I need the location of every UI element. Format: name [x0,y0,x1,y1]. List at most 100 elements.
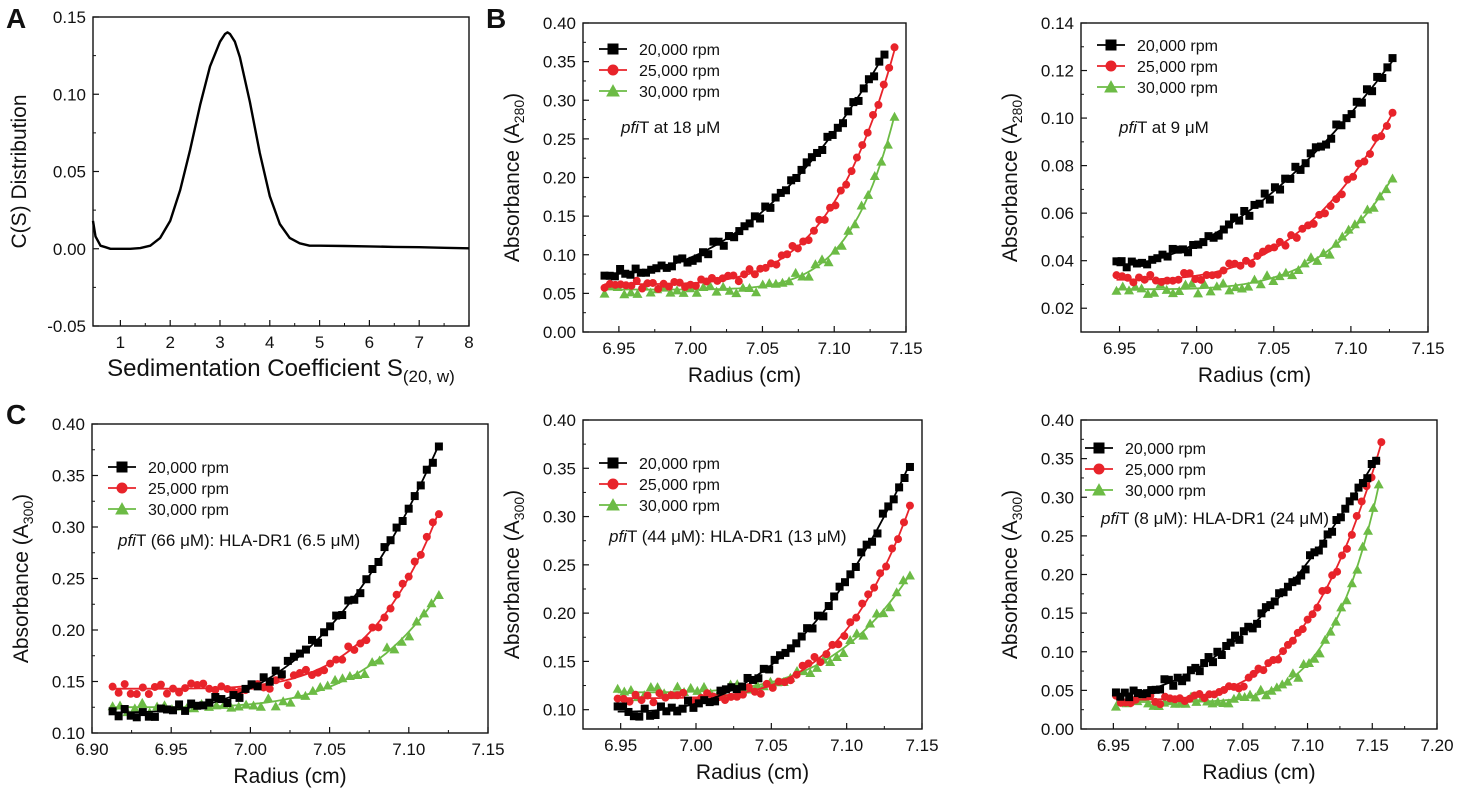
x-tick-label: 4 [265,333,274,352]
series-25-000-rpm-point [1365,149,1374,158]
series-20-000-rpm-point [673,255,682,264]
series-20-000-rpm-point [1112,257,1121,266]
series-25-000-rpm-point [876,569,885,578]
plot-frame [92,16,470,327]
series-30-000-rpm-point [851,628,862,638]
series-30-000-rpm-point [1299,258,1310,268]
series-30-000-rpm-point [315,682,326,692]
series-20-000-rpm-point [1301,565,1310,574]
y-tick-label: 0.35 [1041,450,1074,469]
series-20-000-rpm-point [807,153,816,162]
series-30-000-rpm-point [1243,281,1254,291]
series-30-000-rpm-point [691,287,702,297]
series-30-000-rpm-point [672,285,683,295]
series-30-000-rpm-point [878,608,889,618]
sample-annotation: pfiT at 9 μM [1118,118,1209,137]
series-25-000-rpm-point [654,284,663,293]
x-tick-label: 6.95 [1103,339,1136,358]
series-20-000-rpm-point [308,635,316,644]
series-25-000-rpm-point [1352,512,1361,521]
series-25-000-rpm-point [864,590,873,599]
series-20-000-rpm-point [642,268,651,277]
series-25-000-rpm-point [259,683,268,692]
chart-pfit-9um: 6.95 7.00 7.05 7.10 7.15 0.02 0.04 0.06 0.08 0.10… [999,14,1445,387]
series-25-000-rpm-point [667,691,676,700]
series-20-000-rpm-point [314,638,323,647]
series-25-000-rpm-point [1342,544,1351,553]
series-20-000-rpm-point [824,602,833,611]
legend-label: 25,000 rpm [148,481,229,498]
series-20-000-rpm-point [862,540,871,549]
series-25-000-rpm-point [1259,666,1268,675]
series-30-000-rpm-point [632,288,643,298]
series-20-000-rpm-point [709,237,718,246]
series-25-000-rpm-point [410,557,419,566]
series-20-000-rpm-point [1163,252,1172,261]
series-20-000-rpm-point [786,644,795,653]
series-30-000-rpm-point [1193,288,1204,298]
series-25-000-rpm-point [1281,241,1290,250]
series-20-000-rpm-point [1151,685,1160,694]
series-20-000-rpm-point [1158,250,1167,259]
series-20-000-rpm-point [1261,603,1270,612]
series-30-000-rpm-point [752,679,763,689]
series-25-000-rpm-point [750,270,759,279]
y-tick-label: 0.10 [543,246,576,265]
series-30-000-rpm-point [882,139,893,149]
series-25-000-rpm-point [638,284,647,293]
series-20-000-rpm-point [362,575,371,584]
series-30-000-rpm-point [292,689,303,699]
series-25-000-rpm-point [1308,610,1317,619]
series-30-000-rpm-point [699,681,710,691]
x-tick-label: 3 [215,333,224,352]
series-20-000-rpm-point [350,595,359,604]
series-20-000-rpm-point [667,262,676,271]
x-tick-label: 2 [165,333,174,352]
x-tick-label: 7.15 [1356,736,1389,755]
series-20-000-rpm-point [1213,647,1222,656]
series-30-000-rpm-point [263,693,274,703]
y-tick-label: 0.10 [1041,109,1074,128]
series-20-000-rpm-point [873,529,882,538]
series-20-000-rpm-point [864,75,873,84]
series-20-000-rpm-point [738,682,747,691]
series-20-000-rpm-point [1117,257,1126,266]
series-30-000-rpm-point [211,700,222,710]
series-30-000-rpm-point [731,288,742,298]
legend-label: 30,000 rpm [148,502,229,519]
series-20-000-rpm-point [833,123,842,132]
series-20-000-rpm-point [1217,650,1226,659]
series-30-000-rpm-point [300,690,311,700]
series-30-000-rpm-point [226,702,237,712]
x-tick-label: 7.00 [234,740,267,759]
series-20-000-rpm-point [605,271,614,280]
series-30-000-rpm-point [885,602,896,612]
series-20-000-rpm-point [748,675,757,684]
series-30-000-rpm-point [137,697,148,707]
series-25-000-rpm-point [1140,275,1149,284]
series-30-000-rpm-point [849,219,860,229]
x-tick-label: 6.90 [75,740,108,759]
series-25-000-rpm-point [386,604,395,613]
series-25-000-rpm-point [1326,202,1335,211]
series-20-000-rpm-point [229,691,238,700]
series-30-000-rpm-point [1368,202,1379,212]
series-20-000-rpm-point [771,193,780,202]
series-20-000-rpm-point [859,84,868,93]
series-30-000-rpm-point [1205,286,1216,296]
series-20-000-rpm-point [1169,681,1178,690]
series-30-000-rpm-point [645,682,656,692]
x-tick-label: 7.10 [392,740,425,759]
series-20-000-rpm-point [849,98,858,107]
series-25-000-rpm-point [1123,273,1132,282]
series-25-000-rpm-point [1174,275,1183,284]
y-tick-label: 0.40 [1041,411,1074,430]
series-20-000-rpm-point [1276,185,1285,194]
series-30-000-rpm-point [1312,255,1323,265]
series-20-000-rpm-point [1200,659,1209,668]
x-axis-label: Radius (cm) [1198,364,1311,387]
series-20-000-rpm-point [1214,231,1223,240]
series-20-000-rpm-point [1354,483,1363,492]
series-20-000-rpm-point [803,624,812,633]
series-20-000-rpm-point [271,666,280,675]
